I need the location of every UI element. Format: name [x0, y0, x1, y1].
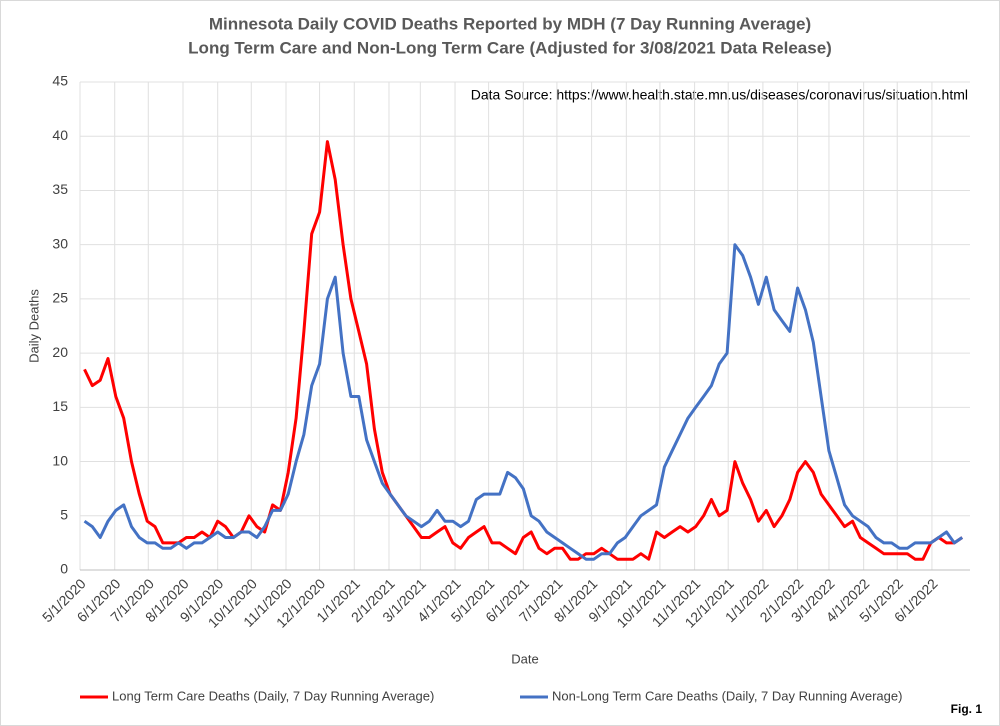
y-tick-label: 25 — [52, 290, 68, 306]
chart-title: Minnesota Daily COVID Deaths Reported by… — [209, 14, 811, 33]
figure-label: Fig. 1 — [951, 702, 983, 716]
x-axis-label: Date — [511, 651, 538, 666]
y-tick-label: 30 — [52, 235, 68, 251]
legend-label: Long Term Care Deaths (Daily, 7 Day Runn… — [112, 688, 434, 703]
series-line — [83, 140, 964, 561]
y-tick-label: 0 — [60, 561, 68, 577]
chart-subtitle: Long Term Care and Non-Long Term Care (A… — [188, 38, 832, 57]
legend-label: Non-Long Term Care Deaths (Daily, 7 Day … — [552, 688, 902, 703]
y-tick-label: 40 — [52, 127, 68, 143]
y-tick-label: 5 — [60, 506, 68, 522]
source-annotation: Data Source: https://www.health.state.mn… — [471, 87, 968, 103]
y-axis-label: Daily Deaths — [26, 289, 41, 363]
y-tick-label: 35 — [52, 181, 68, 197]
y-tick-label: 10 — [52, 452, 68, 468]
y-tick-label: 15 — [52, 398, 68, 414]
y-tick-label: 45 — [52, 73, 68, 89]
series-line — [83, 243, 964, 561]
y-tick-label: 20 — [52, 344, 68, 360]
